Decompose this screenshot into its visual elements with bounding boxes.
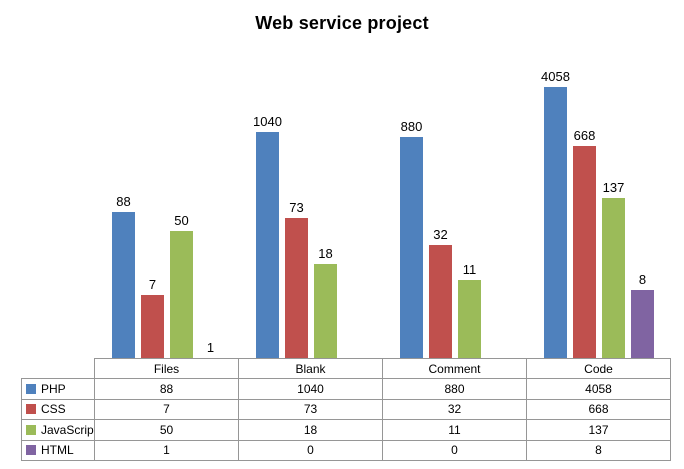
bar-value-label-php-comment: 880 (400, 119, 423, 134)
bar-php-files (112, 212, 135, 358)
cell-php-files: 88 (94, 378, 239, 400)
legend-swatch-html-icon (26, 445, 36, 456)
table-row-php: PHP 88 1040 880 4058 (21, 378, 671, 400)
row-header-javascript: JavaScript (21, 419, 95, 441)
cell-javascript-blank: 18 (238, 419, 383, 441)
bar-php-code (544, 87, 567, 358)
table-row-html: HTML 1 0 0 8 (21, 439, 671, 462)
bar-php-blank (256, 132, 279, 358)
bar-value-label-javascript-blank: 18 (318, 246, 333, 261)
bar-value-label-javascript-comment: 11 (462, 262, 477, 277)
cell-php-code: 4058 (526, 378, 671, 400)
bar-value-label-css-files: 7 (148, 277, 157, 292)
data-table: Files Blank Comment Code PHP 88 1040 880… (21, 357, 671, 462)
table-header-row: Files Blank Comment Code (22, 357, 671, 380)
cell-html-code: 8 (526, 439, 671, 462)
bar-css-files (141, 295, 164, 358)
row-header-php: PHP (21, 378, 95, 400)
column-header-comment: Comment (382, 357, 527, 380)
row-header-css: CSS (21, 398, 95, 421)
bar-css-comment (429, 245, 452, 358)
legend-swatch-css-icon (26, 404, 36, 415)
cell-css-blank: 73 (238, 398, 383, 421)
cell-css-files: 7 (94, 398, 239, 421)
bar-javascript-files (170, 231, 193, 358)
legend-swatch-javascript-icon (26, 424, 36, 435)
series-label-html: HTML (41, 443, 74, 458)
series-label-javascript: JavaScript (41, 422, 95, 437)
bar-value-label-javascript-code: 137 (602, 180, 625, 195)
bar-php-comment (400, 137, 423, 358)
bar-value-label-html-files: 1 (206, 340, 215, 355)
table-row-javascript: JavaScript 50 18 11 137 (21, 419, 671, 441)
bar-javascript-code (602, 198, 625, 358)
bar-css-code (573, 146, 596, 358)
bar-html-code (631, 290, 654, 358)
table-row-css: CSS 7 73 32 668 (21, 398, 671, 421)
bar-value-label-css-code: 668 (573, 128, 596, 143)
bar-css-blank (285, 218, 308, 358)
column-header-code: Code (526, 357, 671, 380)
bar-value-label-php-files: 88 (116, 194, 131, 209)
legend-swatch-php-icon (26, 384, 36, 395)
series-label-php: PHP (41, 382, 66, 397)
bar-value-label-php-blank: 1040 (253, 114, 282, 129)
plot-area: 88 1040 880 4058 7 73 32 668 50 18 11 137 1 8 (94, 55, 670, 358)
row-header-html: HTML (21, 439, 95, 462)
bar-value-label-css-blank: 73 (289, 200, 304, 215)
bar-value-label-php-code: 4058 (541, 69, 570, 84)
cell-html-comment: 0 (382, 439, 527, 462)
bar-value-label-javascript-files: 50 (174, 213, 189, 228)
bar-javascript-blank (314, 264, 337, 358)
column-header-blank: Blank (238, 357, 383, 380)
bar-value-label-css-comment: 32 (433, 227, 448, 242)
cell-php-blank: 1040 (238, 378, 383, 400)
column-header-files: Files (94, 357, 239, 380)
chart-title: Web service project (255, 13, 429, 33)
cell-css-code: 668 (526, 398, 671, 421)
cell-javascript-files: 50 (94, 419, 239, 441)
bar-value-label-html-code: 8 (638, 272, 647, 287)
cell-javascript-code: 137 (526, 419, 671, 441)
table-corner-cell (22, 359, 95, 379)
series-label-css: CSS (41, 402, 66, 417)
cell-php-comment: 880 (382, 378, 527, 400)
bar-javascript-comment (458, 280, 481, 358)
cell-html-blank: 0 (238, 439, 383, 462)
cell-html-files: 1 (94, 439, 239, 462)
cell-javascript-comment: 11 (382, 419, 527, 441)
cell-css-comment: 32 (382, 398, 527, 421)
